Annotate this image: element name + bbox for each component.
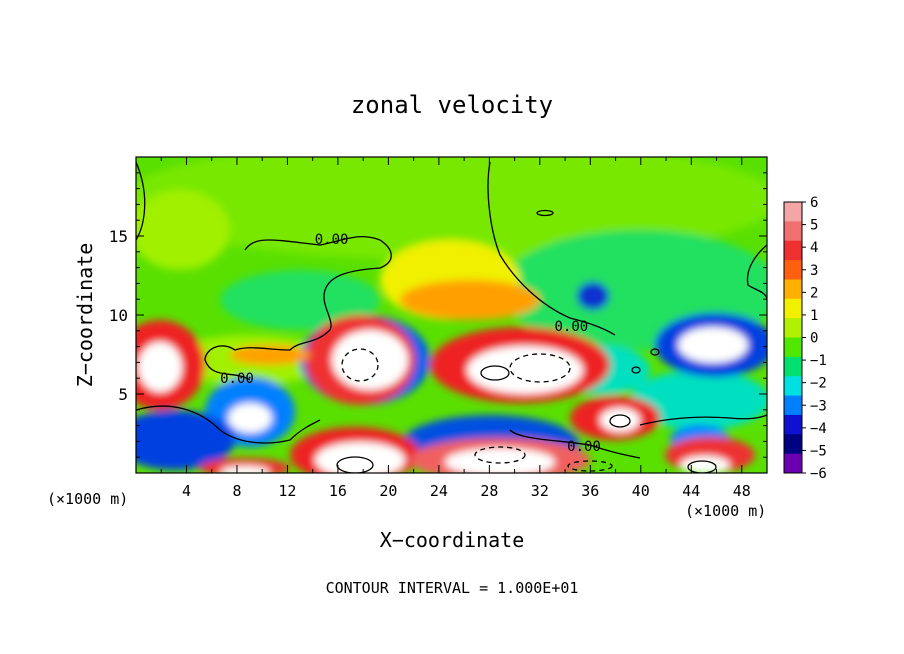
zero-contour: [746, 244, 767, 301]
x-tick-label: 40: [632, 482, 650, 500]
x-unit-right: (×1000 m): [685, 502, 766, 520]
field-band: [400, 280, 540, 320]
colorbar-segment: [784, 240, 802, 261]
dashed-contour: [509, 353, 571, 383]
x-tick-label: 36: [581, 482, 599, 500]
field-band: [220, 466, 270, 473]
colorbar-segment: [784, 434, 802, 455]
zero-contour: [639, 414, 767, 426]
contour-label: 0.00: [220, 371, 254, 387]
contour-loop: [609, 414, 631, 428]
contour-lines: [136, 161, 767, 473]
contour-label: 0.00: [567, 439, 601, 455]
field-band: [220, 270, 380, 330]
x-tick-label: 24: [430, 482, 448, 500]
field-band: [680, 456, 730, 473]
colorbar-segment: [784, 318, 802, 338]
zero-contour: [136, 161, 146, 241]
colorbar-segment: [784, 395, 802, 416]
colorbar-label: 6: [810, 195, 818, 211]
y-axis: 5 10 15: [109, 172, 767, 458]
contour-loop: [631, 366, 641, 374]
colorbar-segment: [784, 453, 802, 474]
zero-contour: [204, 235, 392, 381]
field-band: [600, 408, 640, 432]
contour-interval-note: CONTOUR INTERVAL = 1.000E+01: [326, 579, 579, 597]
colorbar-segment: [784, 298, 802, 319]
x-axis: 4 8 12 16 20 24 28 32 36 40 44 48: [160, 157, 751, 500]
x-tick-label: 32: [531, 482, 549, 500]
contour-loop: [480, 365, 510, 381]
zero-contour: [487, 161, 616, 336]
field-band: [678, 327, 748, 363]
x-tick-label: 20: [379, 482, 397, 500]
contour-labels: 0.00 0.00 0.00 0.00: [220, 232, 601, 455]
contour-loop: [536, 209, 554, 217]
colorbar-label: −3: [810, 398, 827, 414]
colorbar-label: −2: [810, 376, 827, 392]
colorbar-label: 4: [810, 240, 818, 256]
colorbar-segment: [784, 260, 802, 280]
zero-contour: [509, 429, 641, 459]
field-band: [200, 458, 290, 473]
contour-loop: [650, 348, 660, 356]
chart-title: zonal velocity: [351, 91, 553, 119]
field-shading: [136, 157, 767, 473]
colorbar-segment: [784, 337, 802, 358]
contour-loop: [336, 456, 374, 473]
colorbar-label: −1: [810, 353, 827, 369]
dashed-contour: [474, 446, 526, 464]
field-band: [228, 403, 272, 433]
field-band: [467, 346, 583, 394]
colorbar-segment: [784, 221, 802, 242]
x-tick-label: 8: [232, 482, 241, 500]
field-band: [445, 448, 555, 473]
dashed-contour: [341, 348, 379, 382]
dashed-contour: [567, 460, 613, 472]
colorbar-label: −5: [810, 443, 827, 459]
x-unit-left: (×1000 m): [47, 490, 128, 508]
zero-contour: [136, 405, 321, 444]
y-tick-label: 15: [109, 227, 128, 246]
x-axis-label: X−coordinate: [380, 528, 525, 552]
y-axis-label: Z−coordinate: [73, 243, 97, 388]
field-band: [138, 342, 182, 392]
colorbar-label: −6: [810, 466, 827, 482]
colorbar-label: 1: [810, 308, 818, 324]
colorbar-label: 5: [810, 218, 818, 234]
contour-label: 0.00: [315, 232, 349, 248]
colorbar-segment: [784, 376, 802, 397]
field-band: [136, 410, 235, 470]
x-tick-label: 44: [682, 482, 700, 500]
x-tick-label: 28: [480, 482, 498, 500]
x-tick-label: 48: [733, 482, 751, 500]
colorbar: 6 5 4 3 2 1 0 −1 −2 −3 −4 −5 −6: [783, 195, 827, 482]
field-band: [136, 190, 230, 270]
colorbar-segment: [784, 279, 802, 300]
colorbar-label: 2: [810, 285, 818, 301]
contour-label: 0.00: [555, 319, 589, 335]
x-tick-label: 16: [329, 482, 347, 500]
colorbar-label: −4: [810, 421, 827, 437]
x-tick-label: 12: [278, 482, 296, 500]
field-band: [630, 370, 767, 430]
contour-loop: [687, 460, 717, 473]
x-tick-label: 4: [182, 482, 191, 500]
y-tick-label: 10: [109, 306, 128, 325]
colorbar-segment: [784, 202, 802, 222]
y-tick-label: 5: [118, 385, 128, 404]
field-band: [332, 330, 408, 390]
colorbar-label: 0: [810, 331, 818, 347]
plot-area: 0.00 0.00 0.00 0.00: [136, 157, 767, 473]
colorbar-segment: [784, 414, 802, 435]
field-band: [577, 282, 609, 310]
colorbar-label: 3: [810, 263, 818, 279]
colorbar-segment: [784, 356, 802, 377]
